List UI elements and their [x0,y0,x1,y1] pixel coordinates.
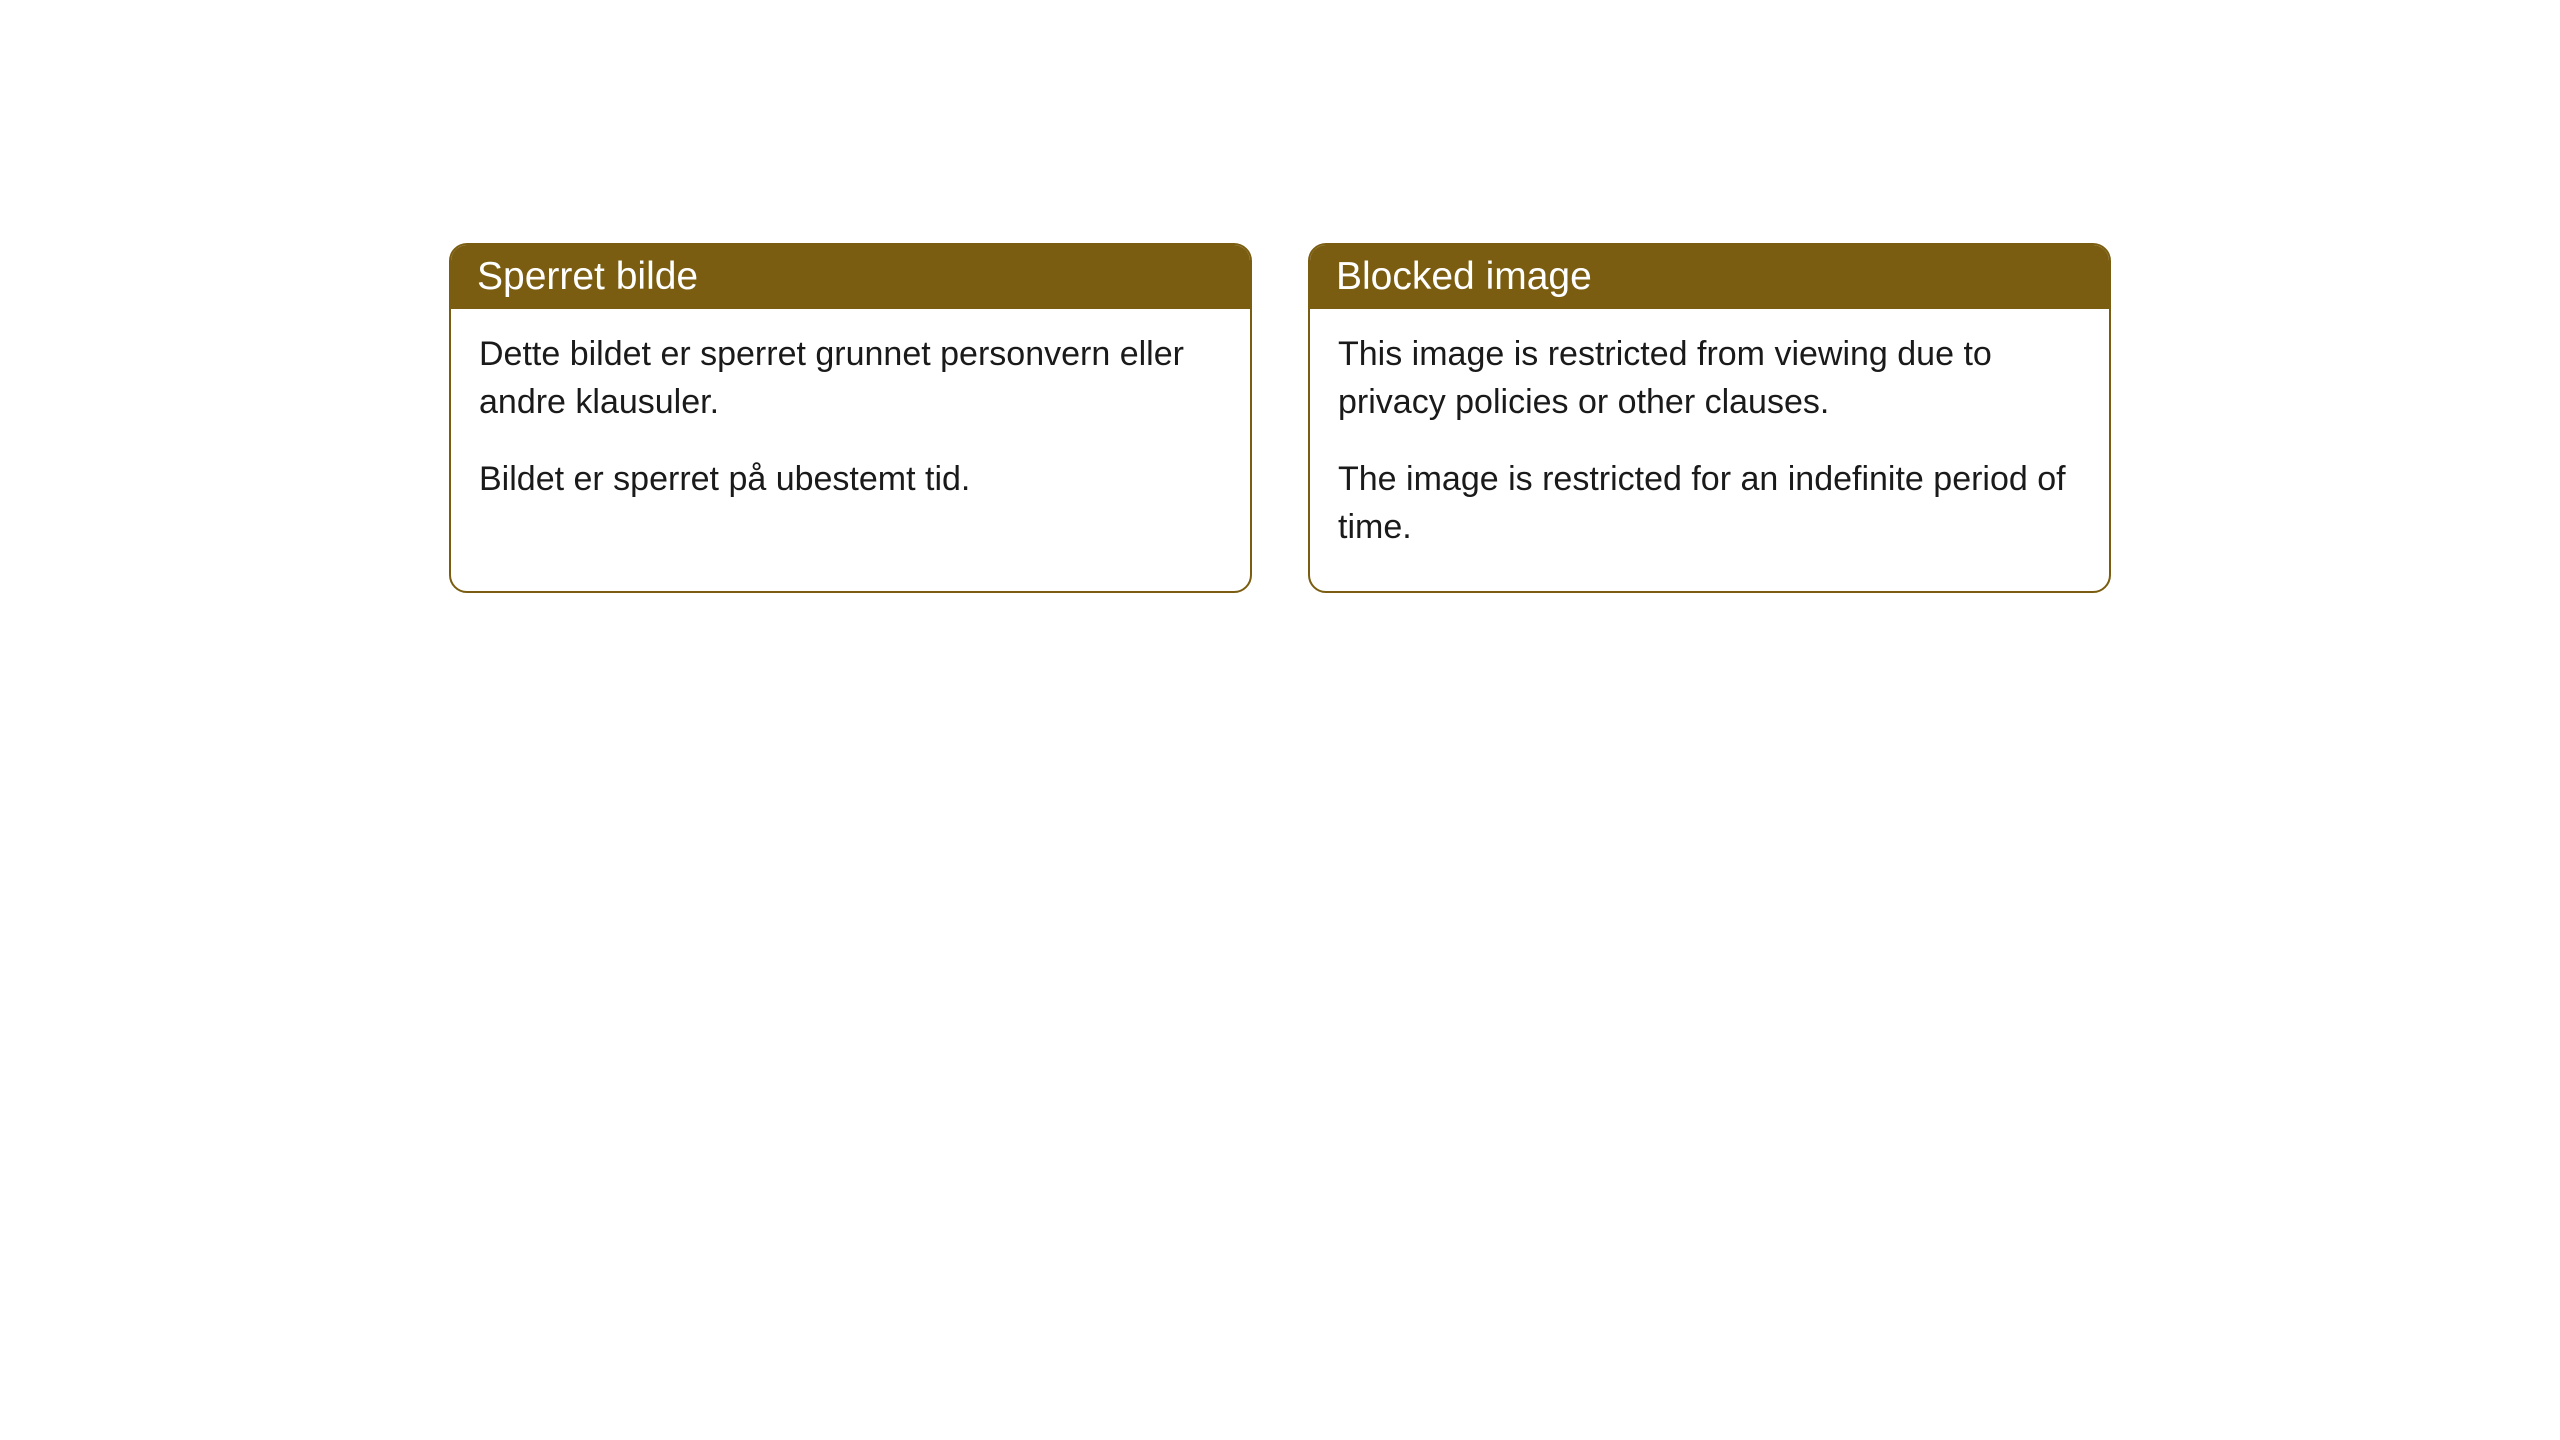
card-body-norwegian: Dette bildet er sperret grunnet personve… [451,309,1250,544]
notice-card-english: Blocked image This image is restricted f… [1308,243,2111,593]
card-title-english: Blocked image [1336,255,1592,298]
card-header-english: Blocked image [1310,245,2109,309]
card-paragraph-2-norwegian: Bildet er sperret på ubestemt tid. [479,456,1222,504]
notice-cards-container: Sperret bilde Dette bildet er sperret gr… [449,243,2111,593]
notice-card-norwegian: Sperret bilde Dette bildet er sperret gr… [449,243,1252,593]
card-paragraph-1-english: This image is restricted from viewing du… [1338,331,2081,426]
card-body-english: This image is restricted from viewing du… [1310,309,2109,591]
card-paragraph-1-norwegian: Dette bildet er sperret grunnet personve… [479,331,1222,426]
card-paragraph-2-english: The image is restricted for an indefinit… [1338,456,2081,551]
card-title-norwegian: Sperret bilde [477,255,698,298]
card-header-norwegian: Sperret bilde [451,245,1250,309]
